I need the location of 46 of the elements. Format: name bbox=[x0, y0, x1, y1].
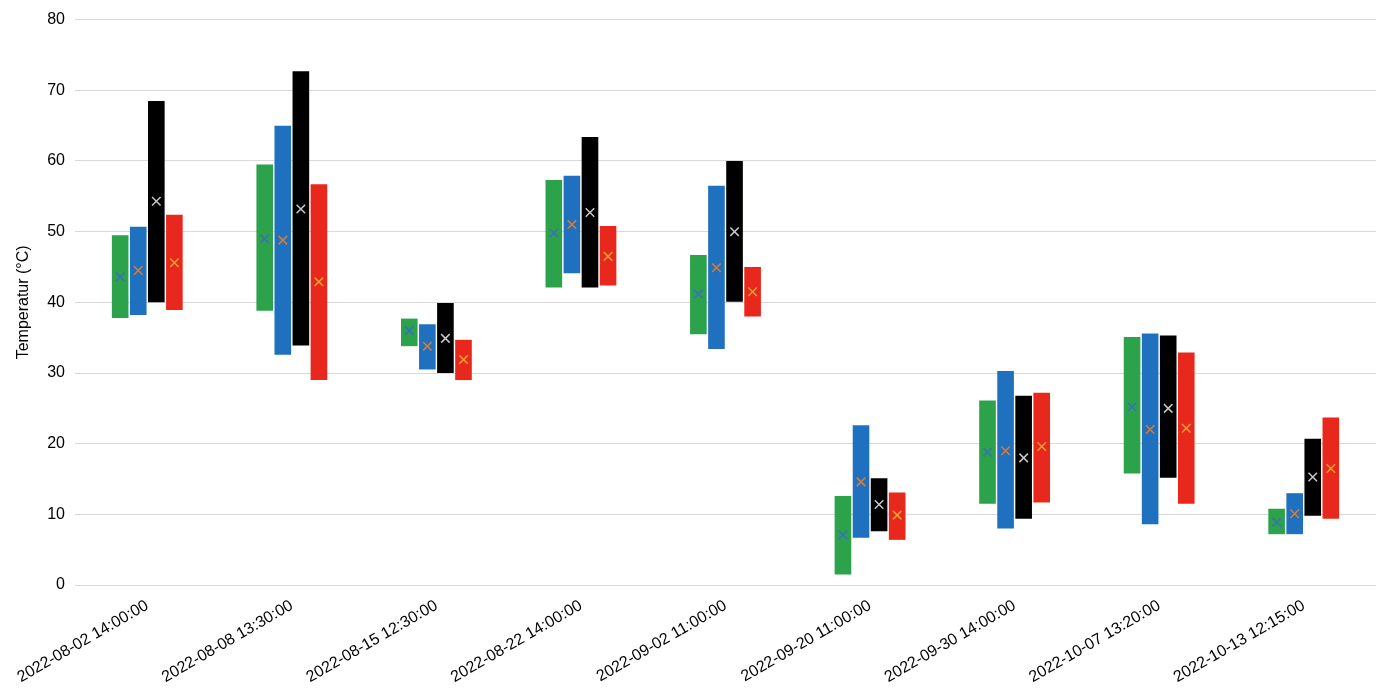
bar bbox=[888, 492, 906, 540]
bar bbox=[708, 185, 725, 349]
y-tick-label: 80 bbox=[47, 10, 66, 28]
bar bbox=[1123, 336, 1141, 474]
bar bbox=[166, 214, 183, 311]
bar bbox=[834, 496, 852, 575]
bar bbox=[1141, 333, 1159, 525]
bar bbox=[1286, 493, 1303, 535]
bar bbox=[744, 267, 761, 317]
bar bbox=[726, 160, 743, 302]
bar bbox=[1177, 352, 1195, 504]
bar bbox=[581, 136, 599, 288]
bar bbox=[400, 318, 418, 347]
bar bbox=[1033, 392, 1051, 503]
bar bbox=[1015, 395, 1032, 519]
bar bbox=[997, 370, 1014, 529]
bar bbox=[599, 226, 617, 286]
bar bbox=[1304, 438, 1322, 516]
bar bbox=[419, 324, 436, 370]
bar bbox=[979, 400, 996, 504]
bar bbox=[852, 425, 870, 538]
bar bbox=[129, 226, 147, 316]
bar bbox=[437, 303, 454, 374]
bar bbox=[1159, 335, 1177, 478]
bar bbox=[1322, 417, 1340, 519]
bar bbox=[111, 235, 129, 318]
bar bbox=[292, 71, 310, 346]
y-tick-label: 50 bbox=[47, 222, 66, 240]
y-tick-label: 70 bbox=[47, 80, 66, 98]
y-tick-label: 10 bbox=[47, 504, 66, 522]
y-tick-label: 40 bbox=[47, 292, 66, 310]
y-tick-label: 30 bbox=[47, 363, 66, 381]
bar bbox=[1268, 508, 1285, 535]
y-tick-label: 20 bbox=[47, 434, 66, 452]
bar bbox=[310, 184, 328, 381]
y-tick-label: 0 bbox=[56, 575, 66, 593]
bar bbox=[563, 175, 581, 274]
y-axis-title: Temperatur (°C) bbox=[14, 245, 32, 360]
bar bbox=[690, 254, 707, 335]
bar bbox=[256, 164, 274, 311]
bar bbox=[148, 100, 165, 303]
bar bbox=[545, 180, 563, 288]
bar bbox=[274, 125, 292, 355]
bar bbox=[455, 339, 472, 381]
bar bbox=[870, 478, 888, 532]
y-tick-label: 60 bbox=[47, 151, 66, 169]
